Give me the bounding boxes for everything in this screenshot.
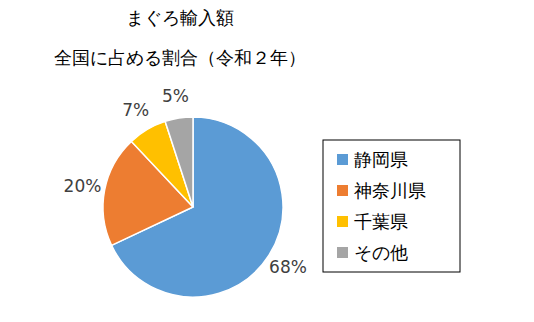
data-label: 20% [64, 176, 102, 196]
slice [165, 117, 193, 207]
data-label: 5% [162, 86, 189, 106]
data-labels: 68% 20% 7% 5% [64, 86, 307, 277]
data-label: 68% [269, 257, 307, 277]
chart: まぐろ輸入額全国に占める割合（令和２年） 68% 20% 7% 5% 静岡県神奈川県千葉県… [0, 0, 534, 322]
subtitle: 全国に占める割合（令和２年） [54, 47, 306, 68]
legend-swatch [337, 247, 348, 258]
title: まぐろ輸入額 [126, 7, 234, 28]
legend: 静岡県神奈川県千葉県その他 [323, 140, 460, 272]
legend-box [323, 140, 460, 272]
legend-label: 神奈川県 [354, 180, 426, 201]
legend-label: 千葉県 [354, 211, 408, 232]
legend-swatch [337, 185, 348, 196]
legend-label: 静岡県 [354, 149, 408, 170]
legend-swatch [337, 216, 348, 227]
legend-label: その他 [354, 242, 408, 263]
data-label: 7% [122, 100, 149, 120]
pie [103, 117, 283, 297]
legend-swatch [337, 154, 348, 165]
